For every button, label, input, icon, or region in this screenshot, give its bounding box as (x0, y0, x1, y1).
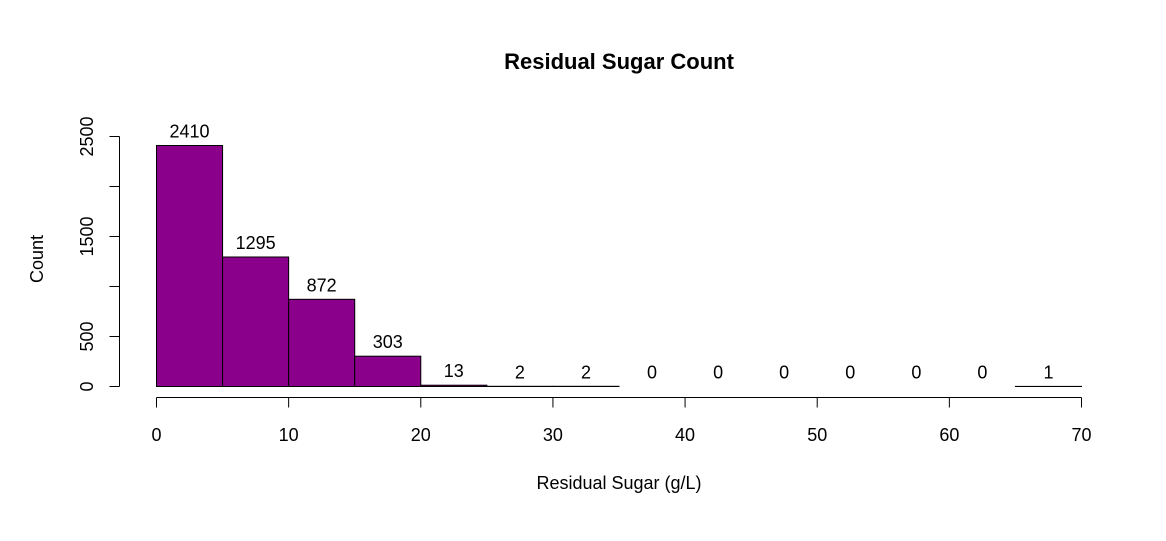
x-tick-label: 30 (543, 425, 563, 445)
chart-title: Residual Sugar Count (504, 49, 734, 74)
bar-data-label: 0 (647, 363, 657, 383)
bar-data-label: 872 (307, 275, 337, 295)
bar-data-label: 2 (515, 362, 525, 382)
x-tick-label: 10 (279, 425, 299, 445)
y-tick-label: 2500 (77, 116, 97, 156)
bar-data-label: 0 (977, 363, 987, 383)
bars-group (156, 145, 1083, 388)
bar-data-label: 1295 (236, 233, 276, 253)
histogram-bar (288, 298, 356, 387)
y-axis-title: Count (27, 235, 47, 283)
x-tick-label: 20 (411, 425, 431, 445)
x-tick-label: 0 (151, 425, 161, 445)
bar-data-label: 0 (713, 363, 723, 383)
histogram-bar (156, 145, 224, 387)
x-tick-label: 70 (1071, 425, 1091, 445)
bar-data-label: 2 (581, 362, 591, 382)
x-tick-label: 50 (807, 425, 827, 445)
bar-data-label: 0 (779, 363, 789, 383)
bar-data-label: 2410 (170, 122, 210, 142)
y-tick-label: 500 (77, 321, 97, 351)
data-labels-group: 2410 1295 872 303 13 2 2 0 0 0 0 0 0 1 (170, 122, 1054, 383)
histogram-bar (222, 256, 290, 387)
y-axis: 0 500 1500 2500 (77, 116, 120, 392)
x-tick-label: 40 (675, 425, 695, 445)
bar-data-label: 1 (1043, 362, 1053, 382)
bar-data-label: 303 (373, 332, 403, 352)
x-axis-title: Residual Sugar (g/L) (536, 473, 701, 493)
y-tick-label: 1500 (77, 216, 97, 256)
bar-data-label: 0 (911, 363, 921, 383)
bar-data-label: 0 (845, 363, 855, 383)
histogram-bar (420, 384, 488, 388)
x-axis: 0 10 20 30 40 50 60 70 (151, 397, 1092, 445)
histogram-bar (354, 355, 422, 388)
bar-data-label: 13 (444, 361, 464, 381)
y-tick-label: 0 (77, 381, 97, 391)
x-tick-label: 60 (939, 425, 959, 445)
